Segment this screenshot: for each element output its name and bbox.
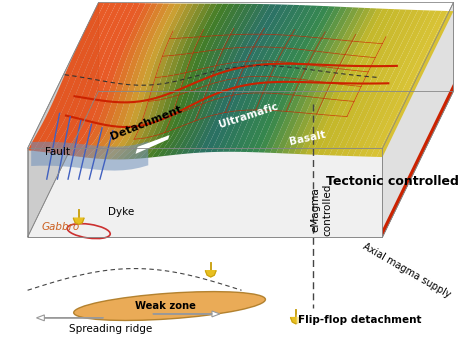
Polygon shape (311, 9, 388, 155)
Polygon shape (276, 7, 353, 153)
Polygon shape (359, 11, 436, 157)
Polygon shape (240, 5, 318, 152)
Polygon shape (205, 4, 282, 152)
Polygon shape (140, 4, 217, 159)
Polygon shape (31, 141, 148, 171)
Polygon shape (136, 135, 170, 154)
Polygon shape (282, 7, 359, 154)
Ellipse shape (73, 292, 265, 320)
Polygon shape (223, 5, 300, 152)
Polygon shape (87, 3, 164, 158)
Polygon shape (175, 4, 252, 155)
Polygon shape (323, 9, 400, 155)
Text: Basalt: Basalt (289, 130, 327, 147)
Polygon shape (288, 8, 365, 154)
Polygon shape (152, 4, 228, 157)
Polygon shape (75, 3, 152, 157)
Polygon shape (99, 3, 175, 159)
Polygon shape (371, 11, 447, 157)
Polygon shape (39, 3, 116, 152)
Polygon shape (27, 2, 104, 151)
Polygon shape (383, 2, 454, 237)
Text: Detachment: Detachment (109, 104, 183, 142)
Polygon shape (158, 4, 235, 157)
Polygon shape (235, 5, 311, 152)
Text: Dyke: Dyke (109, 207, 135, 217)
Polygon shape (228, 5, 306, 152)
Polygon shape (34, 2, 110, 152)
Text: Fault: Fault (46, 147, 70, 157)
FancyArrow shape (36, 315, 103, 321)
Polygon shape (128, 4, 205, 159)
Polygon shape (199, 4, 276, 153)
Text: Tectonic controlled: Tectonic controlled (326, 175, 459, 188)
Polygon shape (264, 6, 341, 153)
Polygon shape (116, 3, 193, 159)
Polygon shape (110, 3, 187, 159)
Polygon shape (146, 4, 223, 158)
Polygon shape (164, 4, 240, 156)
Polygon shape (252, 6, 329, 152)
Polygon shape (258, 6, 335, 153)
Polygon shape (170, 4, 246, 155)
Polygon shape (294, 8, 371, 154)
Polygon shape (376, 11, 454, 157)
Text: Axial magma supply: Axial magma supply (362, 241, 453, 300)
Polygon shape (187, 4, 264, 154)
Text: eMagma
controlled: eMagma controlled (310, 183, 332, 236)
Polygon shape (347, 10, 424, 156)
Polygon shape (193, 4, 270, 153)
Polygon shape (353, 10, 430, 156)
Polygon shape (205, 271, 216, 277)
Polygon shape (182, 4, 258, 154)
Polygon shape (27, 2, 99, 237)
Polygon shape (246, 6, 323, 152)
Polygon shape (383, 83, 454, 237)
Polygon shape (104, 3, 182, 159)
Polygon shape (69, 3, 146, 156)
Text: Flip-flop detachment: Flip-flop detachment (298, 315, 421, 325)
Polygon shape (365, 11, 442, 157)
Polygon shape (134, 4, 211, 159)
Polygon shape (63, 3, 140, 155)
Text: Ultramafic: Ultramafic (218, 101, 279, 130)
Polygon shape (46, 3, 122, 153)
Polygon shape (341, 10, 418, 156)
FancyArrow shape (153, 311, 220, 317)
Polygon shape (27, 91, 454, 237)
Polygon shape (51, 3, 128, 154)
Polygon shape (122, 4, 199, 159)
Polygon shape (217, 5, 294, 152)
Text: Spreading ridge: Spreading ridge (69, 324, 152, 334)
Text: Weak zone: Weak zone (135, 301, 196, 311)
Polygon shape (335, 9, 412, 156)
Polygon shape (291, 318, 301, 324)
Polygon shape (270, 7, 347, 153)
Polygon shape (329, 9, 406, 156)
Text: Gabbro: Gabbro (41, 222, 80, 232)
Polygon shape (81, 3, 158, 158)
Polygon shape (318, 9, 394, 155)
Polygon shape (211, 4, 288, 152)
Polygon shape (92, 3, 170, 159)
Polygon shape (306, 8, 383, 155)
Polygon shape (300, 8, 376, 154)
Polygon shape (27, 148, 383, 237)
Polygon shape (73, 218, 84, 224)
Polygon shape (57, 3, 134, 155)
